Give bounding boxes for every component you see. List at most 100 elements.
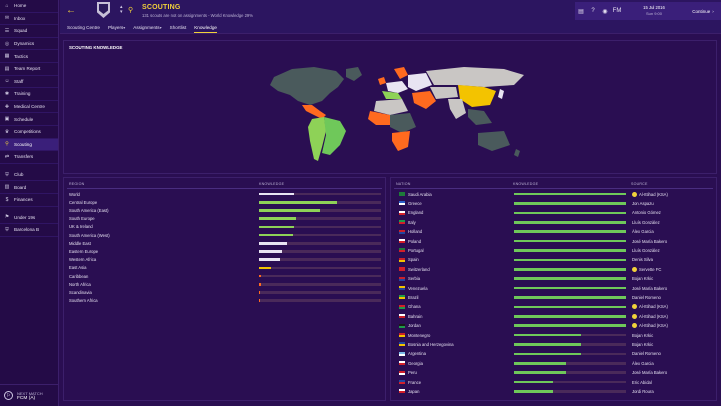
sidebar-item-training[interactable]: ✱ Training <box>0 88 58 101</box>
source-name[interactable]: Antonio Gómez <box>632 210 661 216</box>
region-row[interactable]: Southern Africa <box>67 297 382 305</box>
nation-row[interactable]: Switzerland Servette FC <box>394 265 713 273</box>
sidebar-item-tactics[interactable]: ▦ Tactics <box>0 50 58 63</box>
region-row[interactable]: South America (East) <box>67 206 382 214</box>
nation-row[interactable]: Venezuela José María Bakero <box>394 284 713 292</box>
sidebar-item-barcelona-b[interactable]: ⛨ Barcelona B <box>0 224 58 237</box>
sidebar-item-staff[interactable]: ☺ Staff <box>0 76 58 89</box>
region-row[interactable]: East Asia <box>67 264 382 272</box>
region-column-header[interactable]: REGION <box>69 182 85 186</box>
sidebar-item-transfers[interactable]: ⇄ Transfers <box>0 151 58 164</box>
sidebar-item-competitions[interactable]: ♛ Competitions <box>0 126 58 139</box>
nation-row[interactable]: Argentina Daniel Romeno <box>394 350 713 358</box>
nation-row[interactable]: Brazil Daniel Romeno <box>394 293 713 301</box>
source-name[interactable]: Bojan Krkic <box>632 276 654 282</box>
back-arrow-icon[interactable]: ← <box>66 5 76 16</box>
search-icon[interactable]: ⚲ <box>128 7 134 14</box>
nation-row[interactable]: Serbia Bojan Krkic <box>394 275 713 283</box>
tab-knowledge[interactable]: Knowledge <box>194 23 217 33</box>
nation-row[interactable]: Bosnia and Herzegovina Bojan Krkic <box>394 340 713 348</box>
globe-icon[interactable]: ◉ <box>602 8 608 15</box>
nation-row[interactable]: Greece Jon Aspazu <box>394 199 713 207</box>
source-name[interactable]: Daniel Romeno <box>632 294 661 300</box>
knowledge-bar-track <box>514 361 626 365</box>
world-map[interactable] <box>64 41 718 175</box>
flag-icon <box>399 333 405 337</box>
source-name[interactable]: Bojan Krkic <box>632 341 654 347</box>
nation-row[interactable]: Montenegro Bojan Krkic <box>394 331 713 339</box>
region-row[interactable]: World <box>67 190 382 198</box>
sidebar-item-scouting[interactable]: ⚲ Scouting <box>0 138 58 152</box>
knowledge-column-header[interactable]: KNOWLEDGE <box>513 182 539 186</box>
nation-row[interactable]: Ghana Al-Ittihad (KSA) <box>394 303 713 311</box>
nation-column-header[interactable]: NATION <box>396 182 411 186</box>
sidebar-item-medical-centre[interactable]: ✚ Medical Centre <box>0 101 58 114</box>
nation-row[interactable]: Italy Lluís Gonzàlez <box>394 218 713 226</box>
nation-row[interactable]: Georgia Àlex Garcia <box>394 359 713 367</box>
nation-row[interactable]: Poland José María Bakero <box>394 237 713 245</box>
sidebar-item-inbox[interactable]: ✉ Inbox <box>0 13 58 26</box>
region-row[interactable]: South America (West) <box>67 231 382 239</box>
sidebar-item-squad[interactable]: ☰ Squad <box>0 25 58 38</box>
sidebar-item-schedule[interactable]: ▣ Schedule <box>0 113 58 126</box>
knowledge-bar-fill <box>514 258 626 262</box>
source-name[interactable]: Lluís Gonzàlez <box>632 219 660 225</box>
region-row[interactable]: Eastern Europe <box>67 247 382 255</box>
region-row[interactable]: UK & Ireland <box>67 223 382 231</box>
source-name[interactable]: Jordi Roura <box>632 388 654 394</box>
source-name[interactable]: Àlex Garcia <box>632 229 654 235</box>
source-name[interactable]: Al-Ittihad (KSA) <box>639 191 668 197</box>
source-name[interactable]: Jon Aspazu <box>632 200 654 206</box>
source-name[interactable]: Denis Silva <box>632 257 653 263</box>
source-name[interactable]: José María Bakero <box>632 238 668 244</box>
sidebar-item-under-19s[interactable]: ⚑ Under 19s <box>0 212 58 225</box>
source-column-header[interactable]: SOURCE <box>631 182 648 186</box>
source-name[interactable]: Lluís Gonzàlez <box>632 247 660 253</box>
region-row[interactable]: Western Africa <box>67 256 382 264</box>
source-name[interactable]: Al-Ittihad (KSA) <box>639 304 668 310</box>
source-name[interactable]: Al-Ittihad (KSA) <box>639 313 668 319</box>
nation-row[interactable]: England Antonio Gómez <box>394 209 713 217</box>
help-icon[interactable]: ? <box>591 8 595 14</box>
sidebar-item-finances[interactable]: $ Finances <box>0 194 58 207</box>
inbox-badge-icon[interactable]: ▤ <box>578 8 584 15</box>
nation-row[interactable]: France Eric Abidal <box>394 378 713 386</box>
source-name[interactable]: José María Bakero <box>632 285 668 291</box>
tab-assignments[interactable]: Assignments▾ <box>133 23 161 33</box>
nation-row[interactable]: Peru José María Bakero <box>394 369 713 377</box>
fm-logo[interactable]: FM <box>612 8 622 14</box>
source-name[interactable]: Servette FC <box>639 266 662 272</box>
knowledge-column-header[interactable]: KNOWLEDGE <box>259 182 285 186</box>
tab-shortlist[interactable]: Shortlist <box>170 23 187 33</box>
sidebar-item-team-report[interactable]: ▤ Team Report <box>0 63 58 76</box>
continue-button[interactable]: Continue › <box>685 9 721 14</box>
next-match-box[interactable]: ⚐ NEXT MATCH FCM (A) <box>0 384 59 406</box>
nation-row[interactable]: Bahrain Al-Ittihad (KSA) <box>394 312 713 320</box>
region-row[interactable]: Scandinavia <box>67 288 382 296</box>
region-row[interactable]: Caribbean <box>67 272 382 280</box>
tab-players[interactable]: Players▾ <box>108 23 125 33</box>
source-name[interactable]: Daniel Romeno <box>632 351 661 357</box>
nation-row[interactable]: Japan Jordi Roura <box>394 387 713 395</box>
region-row[interactable]: South Europe <box>67 215 382 223</box>
region-row[interactable]: Middle East <box>67 239 382 247</box>
tab-scouting-centre[interactable]: Scouting Centre <box>67 23 100 33</box>
nation-row[interactable]: Spain Denis Silva <box>394 256 713 264</box>
nation-row[interactable]: Portugal Lluís Gonzàlez <box>394 246 713 254</box>
source-name[interactable]: Al-Ittihad (KSA) <box>639 323 668 329</box>
source-name[interactable]: José María Bakero <box>632 370 668 376</box>
region-row[interactable]: Central Europe <box>67 198 382 206</box>
nation-row[interactable]: Saudi Arabia Al-Ittihad (KSA) <box>394 190 713 198</box>
nation-row[interactable]: Jordan Al-Ittihad (KSA) <box>394 322 713 330</box>
sidebar-item-home[interactable]: ⌂ Home <box>0 0 58 13</box>
sidebar-item-board[interactable]: ▥ Board <box>0 181 58 194</box>
sidebar-item-club[interactable]: ⛨ Club <box>0 169 58 182</box>
sidebar-item-dynamics[interactable]: ◎ Dynamics <box>0 38 58 51</box>
source-name[interactable]: Bojan Krkic <box>632 332 654 338</box>
source-name[interactable]: Àlex Garcia <box>632 360 654 366</box>
switch-arrows-icon[interactable]: ▴ ▾ <box>120 4 123 15</box>
nation-row[interactable]: Holland Àlex Garcia <box>394 228 713 236</box>
source-name[interactable]: Eric Abidal <box>632 379 652 385</box>
knowledge-bar-fill <box>259 217 296 220</box>
region-row[interactable]: North Africa <box>67 280 382 288</box>
